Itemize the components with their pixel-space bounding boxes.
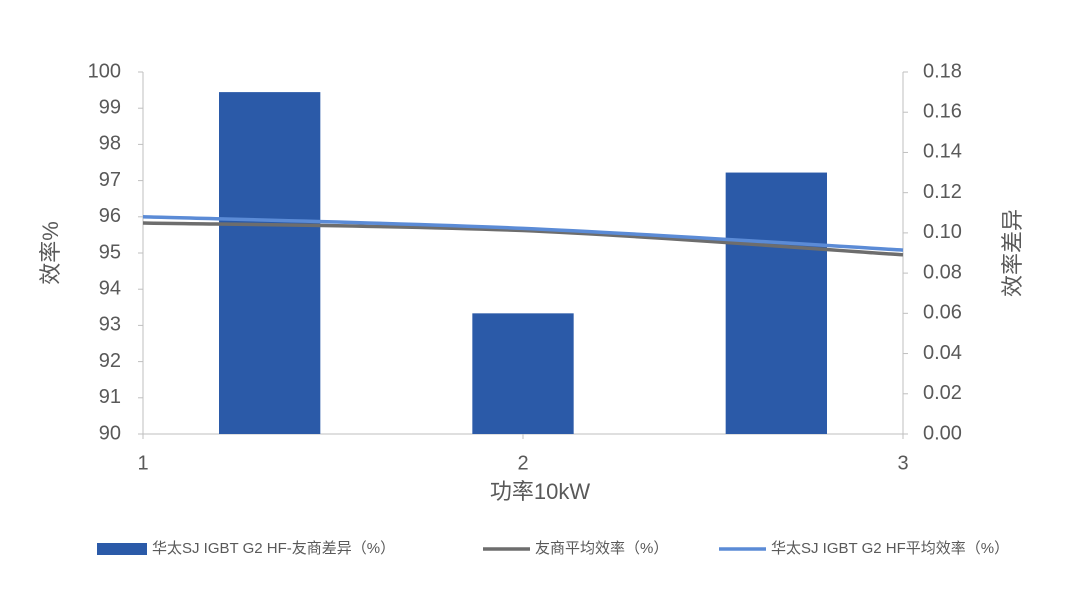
y2-tick-label: 0.16 — [923, 101, 962, 123]
y2-tick-label: 0.12 — [923, 181, 962, 203]
y2-axis-title: 效率差异 — [1000, 209, 1025, 297]
legend-label: 华太SJ IGBT G2 HF平均效率（%） — [771, 540, 1009, 557]
y-tick-label: 92 — [99, 350, 121, 372]
y-tick-label: 99 — [99, 96, 121, 118]
y2-tick-label: 0.10 — [923, 221, 962, 243]
bar — [725, 172, 827, 435]
x-tick-label: 3 — [897, 452, 908, 474]
y-tick-label: 94 — [99, 277, 121, 299]
y2-tick-label: 0.18 — [923, 60, 962, 82]
y2-tick-label: 0.04 — [923, 342, 962, 364]
y2-tick-label: 0.06 — [923, 302, 962, 324]
y2-tick-label: 0.00 — [923, 422, 962, 444]
y-tick-label: 98 — [99, 133, 121, 155]
y-tick-label: 100 — [88, 60, 121, 82]
legend-label: 华太SJ IGBT G2 HF-友商差异（%） — [152, 540, 395, 557]
x-tick-label: 1 — [137, 452, 148, 474]
y2-tick-label: 0.08 — [923, 261, 962, 283]
line — [142, 221, 904, 257]
line — [142, 215, 904, 252]
y-tick-label: 97 — [99, 169, 121, 191]
y2-tick-label: 0.14 — [923, 141, 962, 163]
y-axis-title: 效率% — [38, 221, 63, 285]
bar — [219, 92, 321, 434]
y-tick-label: 95 — [99, 241, 121, 263]
y2-tick-label: 0.02 — [923, 382, 962, 404]
y-tick-label: 91 — [99, 386, 121, 408]
y-tick-label: 96 — [99, 205, 121, 227]
x-axis-title: 功率10kW — [490, 479, 590, 504]
bar — [472, 313, 574, 434]
y-tick-label: 93 — [99, 314, 121, 336]
x-tick-label: 2 — [517, 452, 528, 474]
legend-label: 友商平均效率（%） — [535, 540, 668, 557]
legend-swatch — [97, 543, 147, 555]
y-tick-label: 90 — [99, 422, 121, 444]
